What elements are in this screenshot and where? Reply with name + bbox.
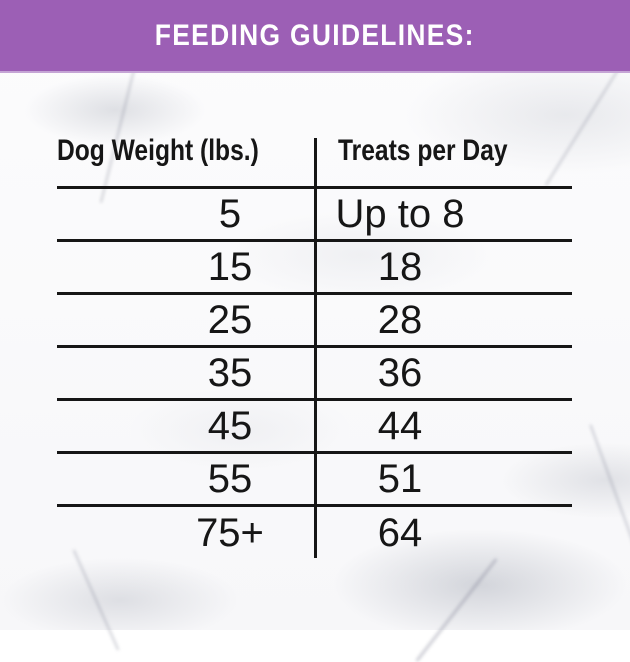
column-divider-line [314, 138, 317, 558]
weight-cell: 35 [57, 348, 315, 398]
weight-cell: 55 [57, 454, 315, 504]
treats-per-day-header-label: Treats per Day [338, 134, 508, 167]
dog-weight-header-label: Dog Weight (lbs.) [57, 134, 259, 167]
weight-value: 55 [207, 456, 253, 501]
weight-cell: 45 [57, 401, 315, 451]
treats-cell: 36 [315, 348, 572, 398]
weight-value: 35 [207, 350, 253, 395]
column-header-treats-per-day: Treats per Day [315, 130, 572, 186]
weight-value: 25 [207, 297, 253, 342]
weight-value: 5 [218, 191, 242, 236]
treats-cell: Up to 8 [315, 189, 572, 239]
treats-cell: 18 [315, 242, 572, 292]
feeding-guidelines-banner: FEEDING GUIDELINES: [0, 0, 630, 73]
treats-value: 28 [377, 297, 423, 342]
column-header-dog-weight: Dog Weight (lbs.) [57, 130, 315, 186]
treats-value: 64 [377, 511, 423, 555]
treats-cell: 64 [315, 507, 572, 560]
weight-value: 45 [207, 403, 253, 448]
banner-title: FEEDING GUIDELINES: [155, 18, 475, 52]
treats-value: 36 [377, 350, 423, 395]
treats-value: 18 [377, 244, 423, 289]
treats-value: Up to 8 [335, 191, 465, 236]
table-row: 75+ 64 [57, 507, 572, 560]
treats-cell: 28 [315, 295, 572, 345]
weight-cell: 15 [57, 242, 315, 292]
weight-value: 75+ [196, 511, 264, 555]
treats-value: 51 [377, 456, 423, 501]
treats-cell: 51 [315, 454, 572, 504]
weight-value: 15 [207, 244, 253, 289]
weight-cell: 25 [57, 295, 315, 345]
treats-value: 44 [377, 403, 423, 448]
feeding-guidelines-table: Dog Weight (lbs.) Treats per Day 5 Up to… [57, 130, 572, 560]
treats-cell: 44 [315, 401, 572, 451]
weight-cell: 75+ [57, 507, 315, 560]
weight-cell: 5 [57, 189, 315, 239]
